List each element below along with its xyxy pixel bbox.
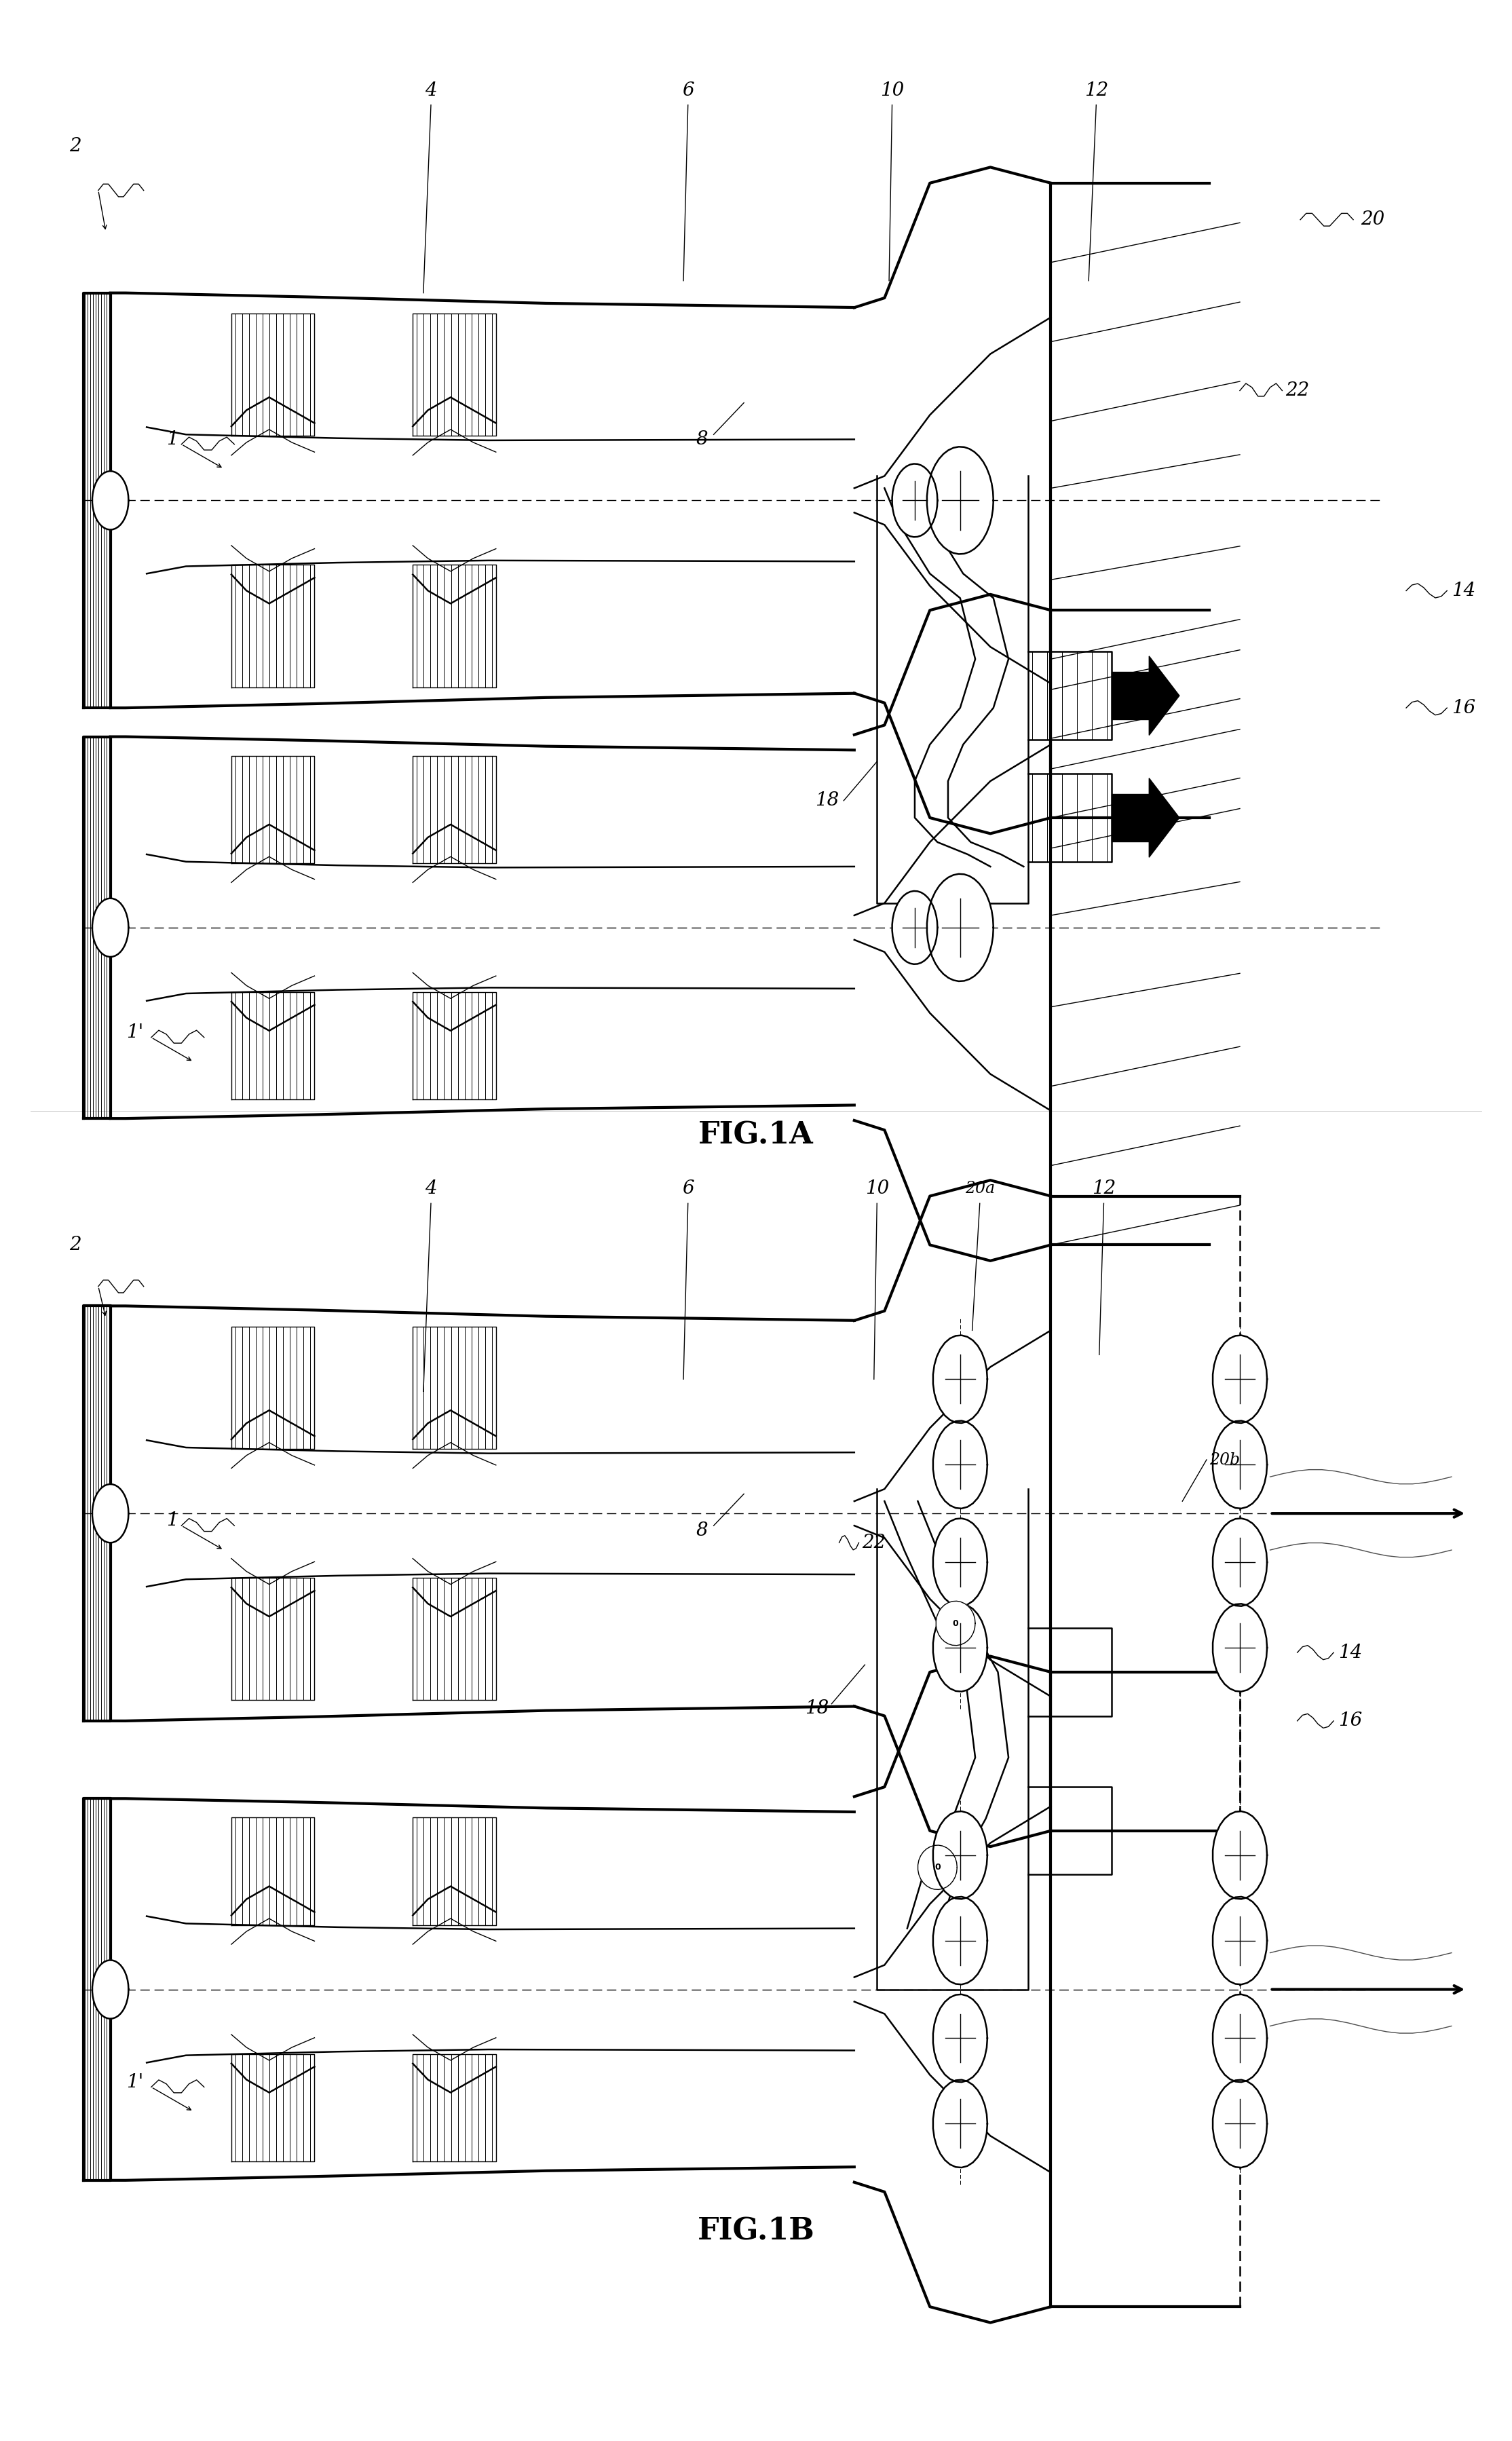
Text: 1': 1' [127,1023,144,1042]
Text: 8: 8 [696,430,708,449]
Polygon shape [231,1577,314,1699]
Polygon shape [231,757,314,864]
Polygon shape [918,1845,957,1889]
Text: 10: 10 [865,1179,889,1199]
Text: 8: 8 [696,1521,708,1540]
Polygon shape [231,2053,314,2160]
Text: 1': 1' [127,2072,144,2092]
Polygon shape [413,1819,496,1926]
Polygon shape [92,898,129,957]
Text: 12: 12 [1084,81,1108,100]
Polygon shape [1213,1604,1267,1692]
Polygon shape [413,1577,496,1699]
Polygon shape [413,1328,496,1450]
Polygon shape [927,874,993,981]
Polygon shape [1213,1518,1267,1606]
Polygon shape [92,1484,129,1543]
Text: 4: 4 [425,1179,437,1199]
Polygon shape [231,1819,314,1926]
Text: 1: 1 [166,430,178,449]
Polygon shape [927,447,993,554]
Polygon shape [933,1518,987,1606]
Text: 16: 16 [1452,698,1476,718]
Polygon shape [933,1994,987,2082]
Polygon shape [892,464,937,537]
Polygon shape [83,737,110,1118]
Text: 6: 6 [682,1179,694,1199]
Polygon shape [933,1897,987,1985]
Polygon shape [933,1604,987,1692]
Text: 0: 0 [953,1618,959,1628]
Text: 14: 14 [1338,1643,1362,1662]
Text: 6: 6 [682,81,694,100]
Polygon shape [92,471,129,530]
Polygon shape [1149,657,1179,735]
Polygon shape [1213,1897,1267,1985]
Polygon shape [413,991,496,1098]
Text: 4: 4 [425,81,437,100]
Text: 18: 18 [804,1699,829,1718]
Polygon shape [933,2080,987,2168]
Polygon shape [231,564,314,688]
Text: 18: 18 [815,791,839,810]
Polygon shape [92,1960,129,2019]
Polygon shape [413,757,496,864]
Text: 12: 12 [1092,1179,1116,1199]
Text: 0: 0 [934,1862,940,1872]
Text: 22: 22 [862,1533,886,1552]
Polygon shape [413,564,496,688]
Polygon shape [1213,1811,1267,1899]
Polygon shape [1213,2080,1267,2168]
Text: 20b: 20b [1210,1452,1240,1467]
Text: 1: 1 [166,1511,178,1531]
Polygon shape [933,1335,987,1423]
Polygon shape [413,312,496,437]
Text: 20: 20 [1361,210,1385,229]
Text: 10: 10 [880,81,904,100]
Polygon shape [1213,1994,1267,2082]
Text: 16: 16 [1338,1711,1362,1731]
Text: 20a: 20a [965,1181,995,1196]
Polygon shape [231,991,314,1098]
Polygon shape [933,1421,987,1509]
Polygon shape [83,1306,110,1721]
Polygon shape [933,1811,987,1899]
Polygon shape [936,1601,975,1645]
Text: 22: 22 [1285,381,1309,400]
Text: 2: 2 [70,1235,82,1255]
Text: FIG.1B: FIG.1B [697,2216,815,2246]
Text: FIG.1A: FIG.1A [699,1120,813,1150]
Polygon shape [1213,1421,1267,1509]
Polygon shape [413,2053,496,2160]
Polygon shape [892,891,937,964]
Text: 2: 2 [70,137,82,156]
Polygon shape [1149,779,1179,857]
Polygon shape [1213,1335,1267,1423]
Polygon shape [231,1328,314,1450]
Polygon shape [231,312,314,437]
Polygon shape [83,1799,110,2180]
Polygon shape [83,293,110,708]
Text: 14: 14 [1452,581,1476,600]
